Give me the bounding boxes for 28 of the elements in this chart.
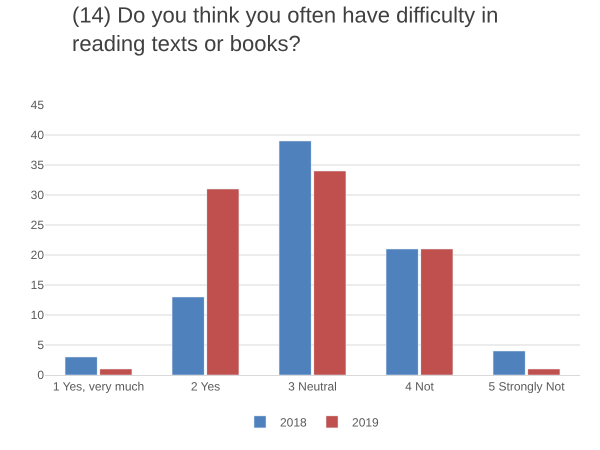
- y-tick-label: 20: [30, 248, 44, 262]
- legend-label: 2018: [280, 416, 308, 430]
- chart-title: (14) Do you think you often have difficulty in reading texts or books?: [72, 2, 498, 56]
- bar: [278, 140, 312, 375]
- legend-label: 2019: [352, 416, 380, 430]
- bar: [528, 368, 560, 375]
- bar: [386, 248, 418, 375]
- bar: [64, 356, 98, 375]
- x-tick-label: 2 Yes: [190, 379, 220, 394]
- y-tick-label: 40: [30, 128, 44, 142]
- x-tick-label: 1 Yes, very much: [52, 379, 144, 394]
- y-tick-label: 25: [30, 218, 44, 232]
- bar: [172, 296, 204, 375]
- y-tick-label: 0: [37, 368, 44, 382]
- x-tick-label: 4 Not: [405, 379, 435, 394]
- y-tick-label: 10: [30, 308, 44, 322]
- y-tick-label: 30: [30, 188, 44, 202]
- y-tick-label: 5: [37, 338, 44, 352]
- bar: [420, 248, 454, 375]
- y-tick-label: 35: [30, 158, 44, 172]
- x-tick-label: 3 Neutral: [288, 379, 337, 394]
- x-tick-label: 5 Strongly Not: [488, 379, 566, 394]
- bar: [492, 350, 526, 375]
- bar: [206, 188, 240, 375]
- y-tick-label: 45: [30, 98, 44, 112]
- y-tick-label: 15: [30, 278, 44, 292]
- bar: [100, 368, 132, 375]
- bar: [314, 170, 346, 375]
